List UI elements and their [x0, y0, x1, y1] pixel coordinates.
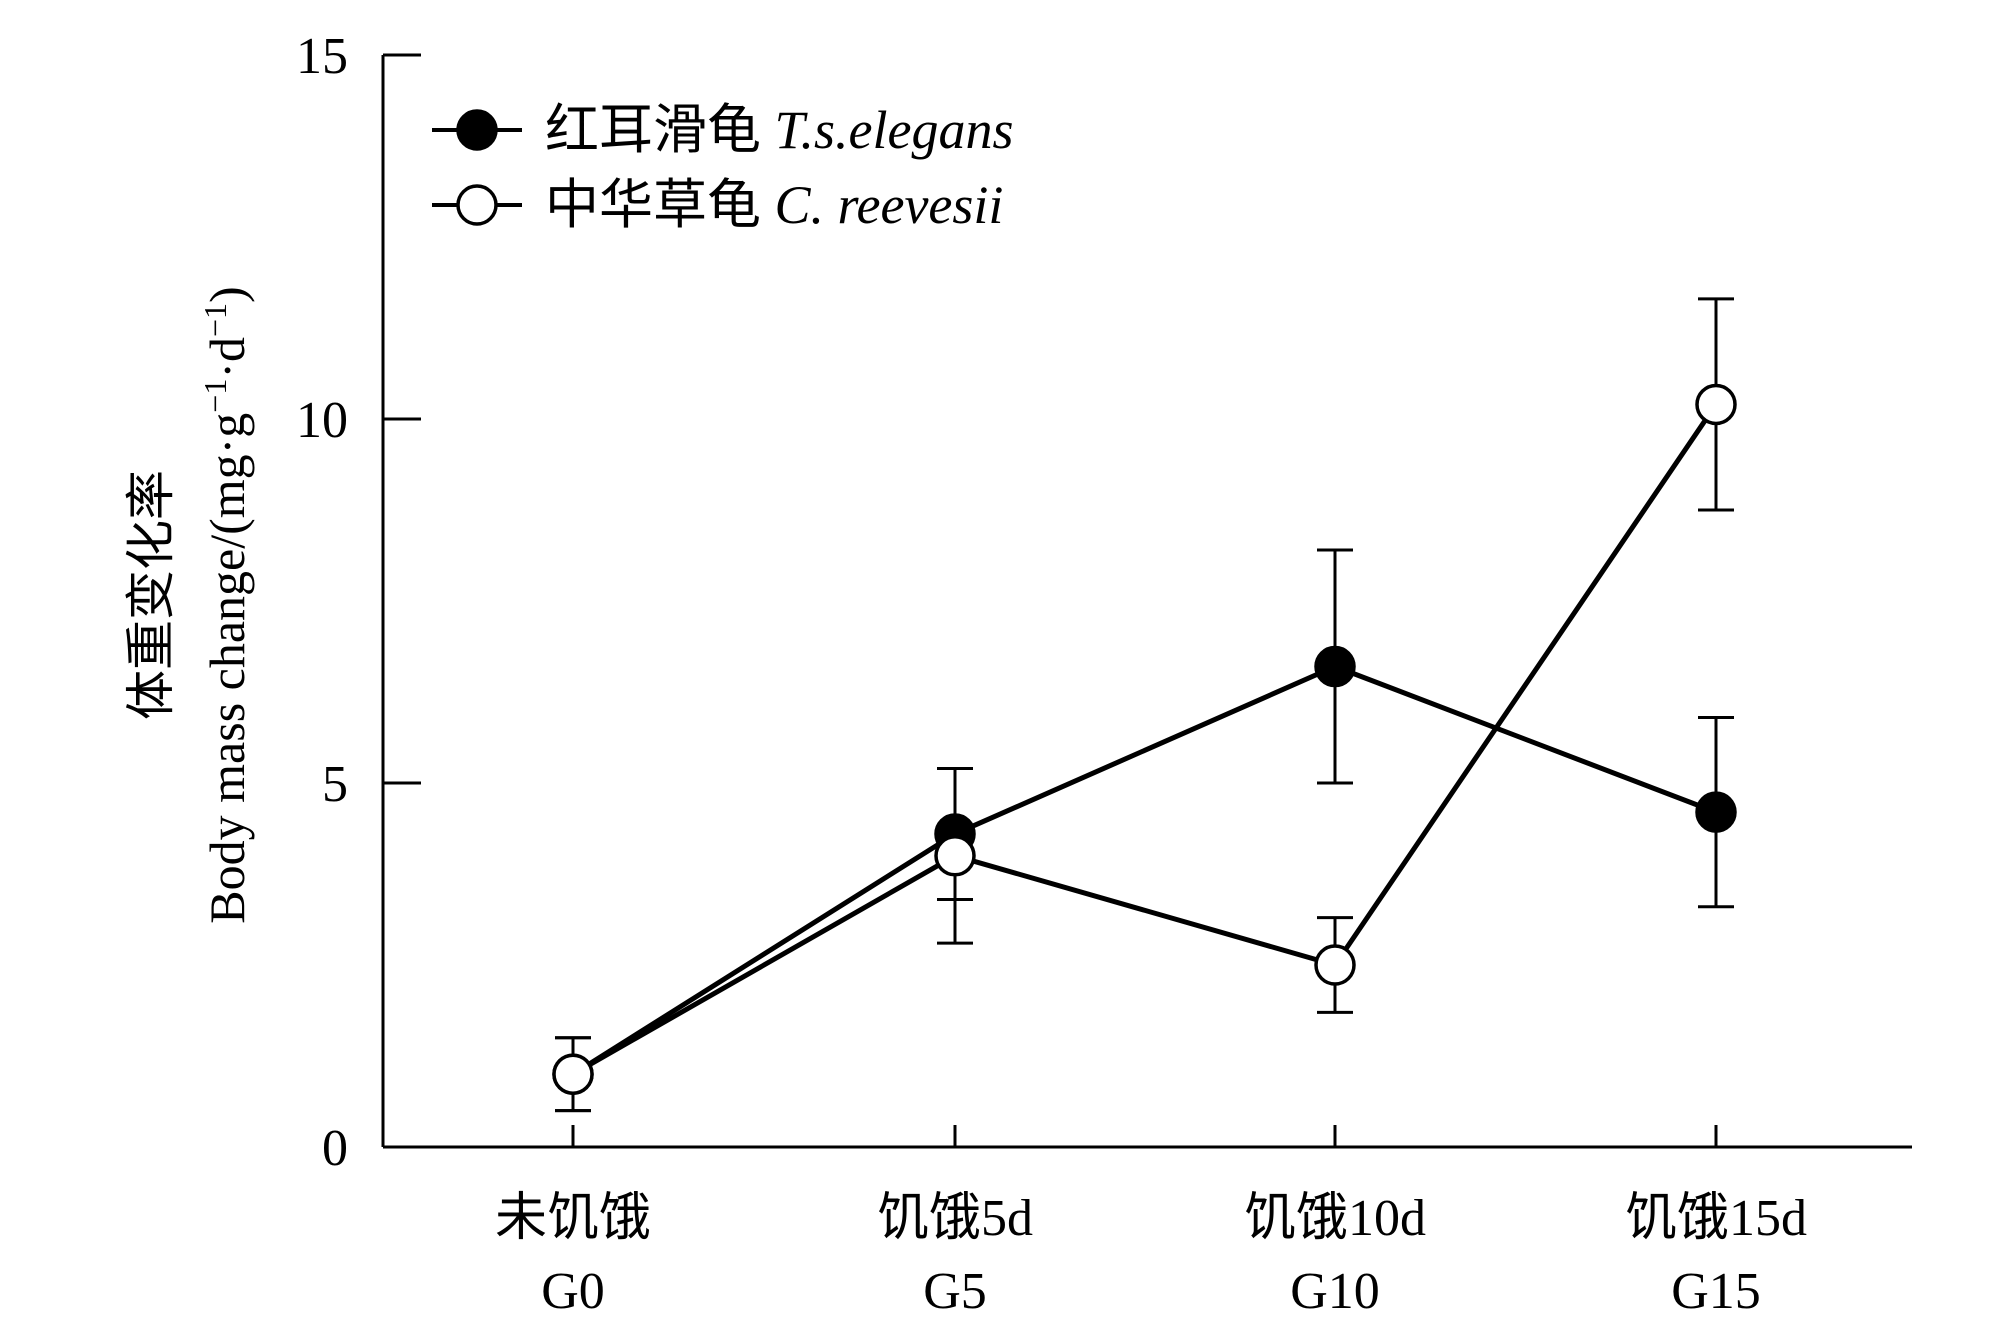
data-point: [1695, 791, 1737, 833]
legend-marker: [456, 184, 498, 226]
legend-label: 中华草龟 C. reevesii: [545, 175, 1003, 235]
y-tick-label: 10: [296, 392, 348, 449]
legend-item-1: 中华草龟 C. reevesii: [432, 175, 1003, 235]
x-tick-label-code: G0: [541, 1263, 605, 1320]
x-ticks: 未饥饿 G0 饥饿5d G5 饥饿10d G10 饥饿15d G15: [495, 1125, 1807, 1320]
legend-item-0: 红耳滑龟 T.s.elegans: [432, 100, 1014, 160]
y-tick-label: 5: [322, 756, 348, 813]
x-tick-label-code: G15: [1671, 1263, 1761, 1320]
legend-label-latin: T.s.elegans: [775, 100, 1014, 160]
y-axis-label-sup2: −1: [197, 303, 233, 337]
y-axis-label: 体重变化率 Body mass change/(mg·g−1·d−1): [123, 286, 255, 923]
data-point: [1314, 645, 1356, 688]
y-axis-label-end: ): [199, 286, 255, 303]
y-axis-label-mid: ·d: [199, 337, 255, 379]
legend-label: 红耳滑龟 T.s.elegans: [545, 100, 1014, 160]
series-layer: [552, 297, 1737, 1113]
legend-marker: [456, 109, 498, 151]
legend-label-zh: 红耳滑龟: [545, 100, 775, 160]
y-tick-label: 0: [322, 1120, 348, 1177]
y-axis-label-en: Body mass change/(mg·g−1·d−1): [197, 286, 255, 923]
x-tick-label-zh: 未饥饿: [495, 1190, 651, 1247]
data-point: [934, 835, 976, 877]
x-tick-label-code: G10: [1290, 1263, 1380, 1320]
legend-label-zh: 中华草龟: [545, 175, 775, 235]
y-axis-label-zh: 体重变化率: [123, 470, 179, 720]
y-axis-label-en-main: Body mass change/(mg·g: [199, 413, 255, 924]
legend-label-latin: C. reevesii: [775, 175, 1004, 235]
y-ticks: 0 5 10 15: [296, 28, 421, 1177]
axes: [381, 55, 1912, 1149]
x-tick-label-zh: 饥饿10d: [1244, 1190, 1426, 1247]
data-point: [1314, 944, 1356, 986]
series-line: [571, 403, 1719, 1077]
x-tick-label-zh: 饥饿5d: [877, 1190, 1033, 1247]
series-1: [552, 297, 1737, 1113]
data-point: [552, 1053, 594, 1095]
series-line: [571, 664, 1717, 1077]
y-axis-label-sup1: −1: [197, 379, 233, 413]
x-tick-label-zh: 饥饿15d: [1625, 1190, 1807, 1247]
data-point: [1695, 383, 1737, 426]
x-tick-label-code: G5: [923, 1263, 987, 1320]
y-tick-label: 15: [296, 28, 348, 85]
